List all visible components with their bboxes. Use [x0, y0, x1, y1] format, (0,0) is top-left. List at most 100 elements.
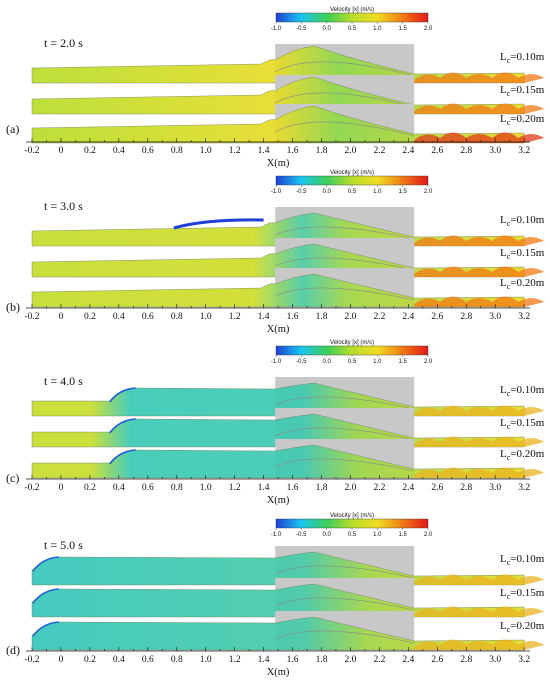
x-tick-label: 0.6: [142, 146, 154, 156]
time-label: t = 4.0 s: [44, 374, 83, 388]
x-tick-label: 2.8: [460, 655, 472, 665]
x-tick-label: 3.0: [489, 655, 501, 665]
x-tick-label: 0.2: [84, 146, 96, 156]
x-tick-label: 1.6: [287, 655, 299, 665]
case-label: Lc=0.10m: [500, 384, 545, 398]
water-body: [31, 273, 525, 308]
structure-profile: [275, 630, 415, 644]
panel-b: Velocity [x] (m/s) -1.0 -0.5 0.0 0.5 1.0 1.5 2.…: [6, 170, 545, 335]
water-body: [31, 105, 525, 144]
breaking-crest: [173, 218, 264, 230]
x-tick-label: 2.8: [460, 146, 472, 156]
x-axis: -0.2 0 0.2 0.4 0.6 0.8 1.0 1.2 1.4 1.6 1.8 2.0 2.2 2.…: [24, 647, 530, 678]
x-tick-label: 2.2: [373, 655, 385, 665]
colorbar-tick-label: 2.0: [424, 359, 433, 365]
x-tick-label: 2.6: [431, 655, 443, 665]
colorbar-title: Velocity [x] (m/s): [330, 513, 374, 519]
x-tick-label: 0.8: [171, 312, 183, 322]
breaking-crest: [108, 387, 136, 403]
breaking-crest: [108, 449, 136, 465]
x-tick-label: 0: [59, 655, 64, 665]
colorbar: [275, 12, 429, 23]
colorbar-tick-label: 0.5: [348, 26, 357, 32]
breaking-crest: [32, 556, 59, 572]
x-tick-label: 0.2: [84, 655, 96, 665]
x-tick-label: 0: [59, 312, 64, 322]
x-tick-label: 2.4: [402, 146, 414, 156]
water-body: [31, 45, 525, 84]
x-tick-label: 2.8: [460, 483, 472, 493]
x-tick-label: 1.6: [287, 312, 299, 322]
case-label: Lc=0.20m: [500, 113, 545, 127]
water-body: [31, 212, 525, 247]
x-axis: -0.2 0 0.2 0.4 0.6 0.8 1.0 1.2 1.4 1.6 1.8 2.0 2.2 2.…: [24, 304, 530, 335]
case-label: Lc=0.20m: [500, 620, 545, 634]
x-tick-label: 2.6: [431, 312, 443, 322]
x-tick-label: 0.8: [171, 146, 183, 156]
flow-row: Lc=0.20m: [31, 268, 545, 308]
structure-profile: [275, 458, 415, 472]
x-tick-label: -0.2: [24, 655, 39, 665]
lee-waves: [414, 72, 545, 83]
lee-waves: [414, 639, 545, 650]
x-tick-label: 0.2: [84, 312, 96, 322]
x-tick-label: 1.2: [229, 146, 241, 156]
lee-waves: [414, 467, 545, 478]
colorbar-tick-label: -0.5: [296, 189, 307, 195]
lee-waves: [414, 132, 545, 143]
x-axis: -0.2 0 0.2 0.4 0.6 0.8 1.0 1.2 1.4 1.6 1.8 2.0 2.2 2.…: [24, 475, 530, 506]
x-tick-label: 1.4: [258, 146, 270, 156]
x-tick-label: 1.4: [258, 655, 270, 665]
colorbar-tick-label: 1.0: [373, 532, 382, 538]
colorbar-tick-label: 2.0: [424, 532, 433, 538]
colorbar-title: Velocity [x] (m/s): [330, 170, 374, 176]
flow-row: Lc=0.20m: [31, 611, 545, 651]
x-tick-label: 3.0: [489, 312, 501, 322]
x-tick-label: 3.2: [518, 146, 530, 156]
x-axis-title: X(m): [267, 158, 290, 169]
colorbar-tick-label: 1.5: [398, 532, 407, 538]
case-label: Lc=0.10m: [500, 553, 545, 567]
structure-profile: [275, 396, 415, 410]
x-tick-label: 1.8: [316, 483, 328, 493]
x-tick-label: 3.2: [518, 655, 530, 665]
colorbar-tick-label: -0.5: [296, 359, 307, 365]
x-tick-label: 1.6: [287, 146, 299, 156]
x-axis: -0.2 0 0.2 0.4 0.6 0.8 1.0 1.2 1.4 1.6 1.8 2.0 2.2 2.…: [24, 138, 530, 169]
case-label: Lc=0.15m: [500, 417, 545, 431]
colorbar-tick-label: 0.0: [322, 26, 331, 32]
panel-letter: (d): [6, 643, 20, 657]
flow-row: Lc=0.20m: [31, 104, 545, 144]
structure-profile: [275, 226, 415, 240]
case-label: Lc=0.20m: [500, 448, 545, 462]
x-tick-label: 0.8: [171, 655, 183, 665]
breaking-crest: [32, 588, 59, 604]
x-tick-label: 1.2: [229, 312, 241, 322]
x-tick-label: 0.4: [113, 146, 125, 156]
time-label: t = 5.0 s: [44, 538, 83, 552]
structure-profile: [275, 565, 415, 579]
flow-row: Lc=0.15m: [31, 408, 545, 448]
colorbar-tick-label: 0.5: [348, 359, 357, 365]
colorbar-tick-label: 1.5: [398, 359, 407, 365]
lee-waves: [414, 296, 545, 307]
x-tick-label: 3.2: [518, 312, 530, 322]
x-tick-label: 1.2: [229, 483, 241, 493]
x-tick-label: 1.8: [316, 312, 328, 322]
lee-waves: [414, 405, 545, 416]
x-tick-label: 1.0: [200, 146, 212, 156]
x-tick-label: 2.8: [460, 312, 472, 322]
x-tick-label: 0.6: [142, 312, 154, 322]
x-tick-label: 0.8: [171, 483, 183, 493]
x-tick-label: 2.4: [402, 655, 414, 665]
lee-waves: [414, 436, 545, 447]
colorbar-tick-label: 2.0: [424, 26, 433, 32]
colorbar-tick-label: 1.5: [398, 189, 407, 195]
x-tick-label: -0.2: [24, 312, 39, 322]
panel-c: Velocity [x] (m/s) -1.0 -0.5 0.0 0.5 1.0 1.5 2.…: [6, 340, 545, 506]
x-tick-label: 2.4: [402, 483, 414, 493]
colorbar-tick-label: 0.0: [322, 532, 331, 538]
x-tick-label: 0.6: [142, 483, 154, 493]
x-axis-title: X(m): [267, 495, 290, 506]
